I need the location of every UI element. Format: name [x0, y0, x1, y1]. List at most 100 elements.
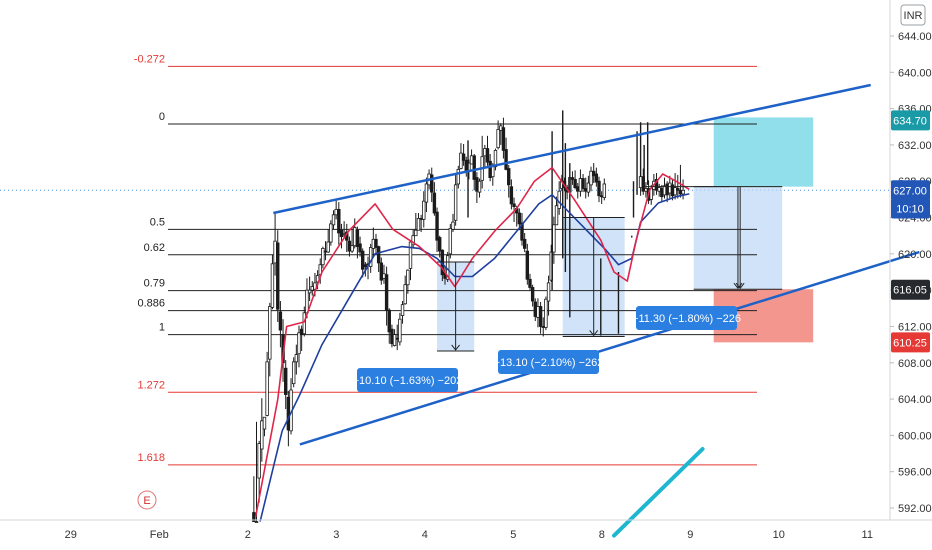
- candle-body: [368, 247, 373, 267]
- fib-level-label: 0.62: [144, 242, 165, 254]
- candle-body: [678, 189, 683, 195]
- candle-body: [676, 188, 680, 191]
- candle-body: [265, 361, 269, 416]
- price-tag-label: 616.05: [893, 285, 927, 297]
- candle-body: [464, 159, 468, 172]
- fib-level-label: 1.618: [137, 452, 165, 464]
- trendline[interactable]: [299, 250, 920, 446]
- candle-body: [276, 242, 280, 310]
- candle-body: [660, 188, 664, 198]
- candle-body: [638, 176, 643, 188]
- position-target-zone[interactable]: [713, 117, 814, 187]
- price-tag-label: 627.00: [893, 185, 927, 197]
- measure-arrowhead: [451, 344, 461, 351]
- candle-body: [331, 214, 336, 226]
- price-tick-label: 596.00: [898, 467, 932, 479]
- candle-body: [395, 337, 399, 340]
- currency-badge[interactable]: [900, 4, 926, 26]
- candle-body: [294, 354, 299, 363]
- candle-body: [278, 311, 283, 331]
- candle-body: [323, 250, 328, 253]
- candle-body: [589, 170, 593, 186]
- candle-body: [257, 443, 261, 479]
- candle-body: [260, 420, 264, 450]
- candle-body: [554, 205, 559, 226]
- candle-body: [469, 155, 474, 165]
- fib-level-label: -0.272: [134, 53, 165, 65]
- candle-body: [668, 182, 672, 194]
- measure-label-box[interactable]: [357, 368, 458, 392]
- candle-body: [501, 127, 506, 151]
- price-tick-label: 640.00: [898, 67, 932, 79]
- candle-body: [533, 301, 537, 317]
- time-tick-label: 5: [510, 529, 516, 541]
- fibonacci-retracement[interactable]: -0.272 0 0.5 0.62 0.79 0.886 1 1.272 1.618: [134, 53, 757, 466]
- candle-body: [339, 229, 344, 238]
- candle-body: [673, 187, 677, 196]
- candle-body: [299, 328, 304, 336]
- candle-body: [435, 211, 439, 241]
- e-marker-icon[interactable]: E: [137, 490, 157, 510]
- candle-body: [525, 250, 530, 280]
- candle-body: [530, 287, 535, 302]
- candle-body: [453, 184, 458, 221]
- candle-body: [541, 326, 545, 328]
- candle-body: [665, 183, 669, 196]
- price-tick-label: 644.00: [898, 31, 932, 43]
- fib-level-label: 1: [159, 322, 165, 334]
- candle-body: [520, 222, 524, 241]
- measure-label-box[interactable]: [498, 350, 599, 374]
- trendline[interactable]: [273, 83, 871, 215]
- candle-body: [384, 274, 389, 311]
- candle-body: [681, 189, 685, 195]
- candle-body: [578, 178, 583, 192]
- candle-body: [406, 269, 410, 286]
- candle-body: [337, 208, 341, 234]
- candle-body: [254, 521, 259, 524]
- candle-body: [512, 203, 516, 208]
- candle-body: [353, 227, 357, 247]
- price-tick-label: 632.00: [898, 140, 932, 152]
- measure-label: −10.10 (−1.63%) −202: [353, 375, 463, 387]
- candle-body: [591, 170, 596, 177]
- projection-line[interactable]: [612, 447, 705, 538]
- measure-arrowhead: [589, 330, 599, 337]
- candle-body: [414, 229, 418, 237]
- candle-body: [599, 195, 604, 198]
- candle-body: [488, 160, 492, 178]
- price-tick-label: 620.00: [898, 249, 932, 261]
- price-tag: [891, 279, 930, 300]
- candle-body: [398, 318, 402, 343]
- fib-level-label: 0: [159, 111, 165, 123]
- candle-body: [451, 221, 455, 230]
- candle-body: [379, 262, 383, 281]
- candle-body: [485, 148, 490, 163]
- candle-body: [400, 304, 405, 316]
- candle-body: [374, 238, 378, 248]
- fib-level-label: 1.272: [137, 379, 165, 391]
- candle-body: [504, 149, 508, 170]
- candle-body: [252, 512, 256, 523]
- price-tick-label: 604.00: [898, 394, 932, 406]
- time-tick-label: 3: [333, 529, 339, 541]
- candle-body: [358, 243, 362, 253]
- measure-tools[interactable]: −10.10 (−1.63%) −202 −13.10 (−2.10%) −262…: [353, 186, 783, 392]
- position-arrowhead: [735, 282, 745, 290]
- candle-body: [546, 282, 551, 302]
- price-tag: [891, 180, 930, 201]
- candle-body: [268, 306, 272, 360]
- candle-body: [461, 153, 466, 161]
- price-tag: [891, 198, 930, 219]
- candle-body: [376, 246, 381, 264]
- candle-body: [390, 328, 394, 345]
- time-tick-label: 4: [422, 529, 428, 541]
- measure-label-box[interactable]: [636, 306, 737, 330]
- candle-body: [557, 190, 561, 209]
- candle-body: [411, 235, 415, 246]
- candle-body: [297, 332, 301, 355]
- candle-body: [570, 177, 575, 180]
- candle-body: [438, 237, 442, 252]
- candle-body: [573, 179, 577, 188]
- time-tick-label: 10: [773, 529, 785, 541]
